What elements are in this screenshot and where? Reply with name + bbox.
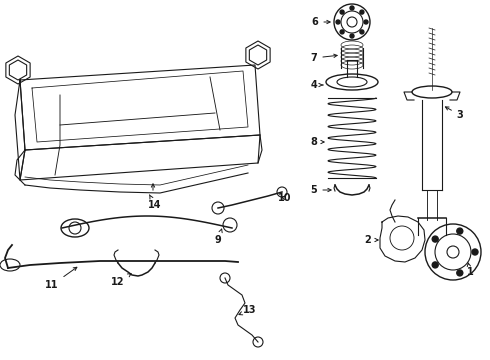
Circle shape [350, 34, 354, 38]
Polygon shape [9, 60, 26, 80]
Circle shape [340, 10, 344, 14]
Circle shape [432, 236, 438, 242]
Text: 1: 1 [466, 263, 473, 277]
Text: 10: 10 [278, 193, 292, 203]
Text: 8: 8 [311, 137, 324, 147]
Text: 4: 4 [311, 80, 323, 90]
Circle shape [360, 10, 364, 14]
Text: 13: 13 [239, 305, 257, 315]
Circle shape [336, 20, 340, 24]
Circle shape [457, 270, 463, 276]
Circle shape [364, 20, 368, 24]
Text: 5: 5 [311, 185, 331, 195]
Circle shape [472, 249, 478, 255]
Polygon shape [246, 41, 270, 69]
Polygon shape [6, 56, 30, 84]
Circle shape [340, 30, 344, 34]
Text: 12: 12 [111, 274, 131, 287]
Circle shape [350, 6, 354, 10]
Polygon shape [249, 45, 267, 65]
Circle shape [432, 262, 438, 268]
Text: 2: 2 [365, 235, 378, 245]
Text: 11: 11 [45, 267, 77, 290]
Circle shape [360, 30, 364, 34]
Text: 6: 6 [312, 17, 330, 27]
Text: 9: 9 [215, 229, 222, 245]
Text: 14: 14 [148, 195, 162, 210]
Text: 7: 7 [311, 53, 337, 63]
Text: 3: 3 [445, 107, 464, 120]
Circle shape [457, 228, 463, 234]
